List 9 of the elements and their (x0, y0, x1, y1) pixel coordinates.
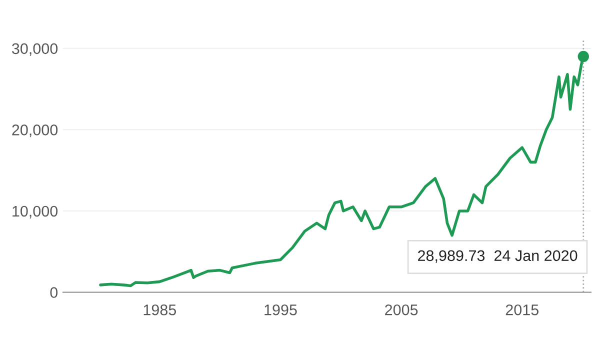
y-tick-label: 20,000 (12, 124, 58, 138)
annotation: 28,989.73 24 Jan 2020 (418, 250, 578, 263)
x-tick-label: 1995 (264, 304, 297, 316)
y-tick-label: 10,000 (12, 206, 58, 218)
x-tick-label: 1985 (144, 304, 176, 316)
y-tick-label: 0 (50, 287, 58, 298)
x-tick-label: 2015 (506, 304, 538, 316)
y-tick-label: 30,000 (12, 43, 58, 56)
x-tick-label: 2005 (385, 304, 418, 316)
